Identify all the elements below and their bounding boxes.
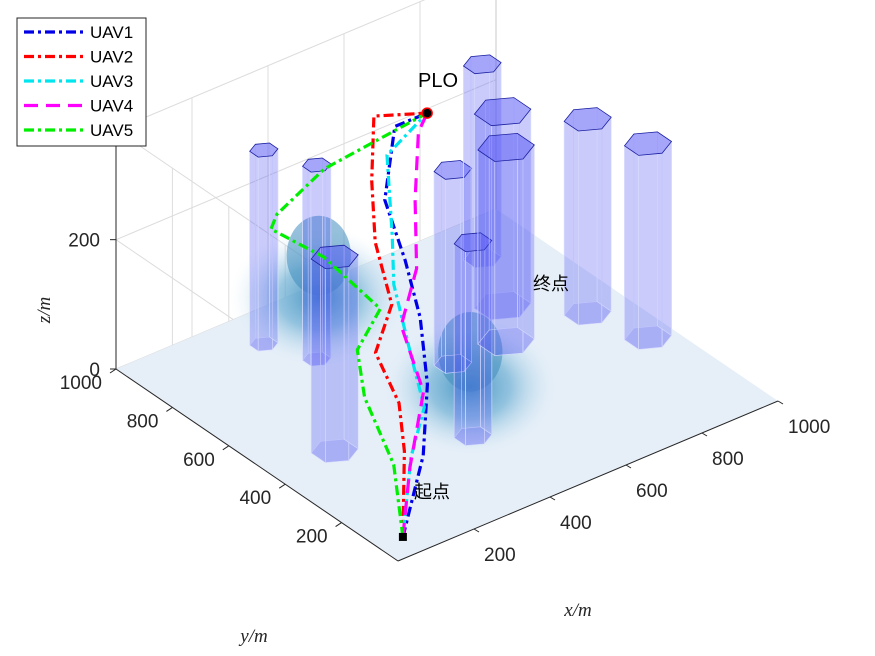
building-face	[269, 142, 279, 344]
building-obstacle	[623, 131, 673, 350]
building-obstacle	[563, 107, 612, 326]
legend-label: UAV2	[90, 48, 133, 67]
obstacles-back	[249, 142, 359, 464]
building-obstacle	[302, 157, 332, 367]
building-base	[249, 337, 278, 352]
building-top	[433, 160, 473, 180]
x-tick-label: 1000	[788, 417, 830, 438]
building-base	[302, 352, 331, 367]
end-label: 终点	[533, 274, 569, 294]
building-face	[596, 107, 612, 312]
building-base	[311, 439, 359, 463]
building-face	[477, 149, 496, 357]
y-tick-label: 600	[183, 450, 215, 471]
y-axis	[115, 368, 399, 562]
building-base	[477, 327, 535, 356]
building-obstacle	[477, 132, 535, 357]
x-tick	[549, 496, 556, 501]
x-tick-label: 800	[712, 449, 744, 470]
chart-title: PLO	[418, 70, 458, 92]
x-tick-label: 200	[484, 545, 516, 566]
building-obstacle	[249, 142, 279, 352]
z-tick-label: 0	[89, 360, 100, 381]
obstacles-front	[433, 54, 673, 447]
building-top	[473, 97, 532, 127]
x-tick	[777, 400, 784, 405]
x-axis	[397, 400, 779, 562]
axes	[109, 129, 784, 562]
building-top	[249, 142, 279, 158]
building-face	[433, 171, 446, 374]
building-obstacle	[310, 244, 359, 464]
building-top	[310, 244, 359, 270]
y-tick	[335, 522, 342, 528]
building-base	[624, 325, 672, 350]
legend-label: UAV4	[90, 97, 133, 116]
building-face	[310, 258, 326, 464]
building-obstacle	[473, 97, 532, 321]
x-tick-label: 400	[560, 513, 592, 534]
x-axis-label: x/m	[563, 600, 591, 621]
uav-path-uav2	[370, 111, 428, 537]
building-face	[517, 132, 535, 340]
uav-path-uav1	[383, 111, 429, 538]
y-tick-label: 800	[127, 411, 159, 432]
x-tick	[701, 432, 708, 437]
building-face	[249, 150, 259, 352]
y-tick-label: 400	[239, 488, 271, 509]
building-base	[564, 301, 612, 325]
building-face	[624, 145, 639, 350]
building-top	[623, 131, 673, 156]
y-tick	[166, 406, 173, 412]
y-tick-label: 1000	[60, 373, 102, 394]
y-tick	[109, 368, 117, 374]
start-end-markers	[398, 107, 433, 541]
building-base	[474, 291, 531, 320]
uav-paths	[269, 111, 429, 538]
building-top	[462, 54, 502, 75]
building-base	[454, 426, 492, 446]
building-face	[563, 120, 579, 326]
hill	[229, 226, 409, 369]
uav-path-uav5	[269, 111, 428, 538]
uav-path-uav4	[399, 112, 429, 538]
building-base	[434, 354, 472, 374]
x-tick-label: 600	[636, 481, 668, 502]
building-top	[453, 232, 493, 253]
y-tick	[222, 445, 230, 451]
y-tick	[278, 483, 286, 489]
legend-label: UAV1	[90, 23, 133, 42]
building-top	[477, 132, 535, 162]
building-face	[453, 243, 466, 447]
building-top	[563, 107, 612, 132]
legend-label: UAV5	[90, 121, 133, 140]
y-tick-label: 200	[296, 527, 328, 548]
z-tick-label: 200	[68, 231, 100, 252]
legend-label: UAV3	[90, 72, 133, 91]
end-marker	[421, 107, 433, 119]
building-obstacle	[433, 159, 473, 374]
legend: UAV1 UAV2 UAV3 UAV4 UAV5	[16, 17, 147, 147]
building-face	[657, 131, 672, 337]
x-tick	[625, 464, 632, 469]
building-face	[302, 165, 312, 367]
z-axis-label: z/m	[34, 297, 55, 324]
start-label: 起点	[414, 482, 450, 502]
x-tick	[473, 528, 480, 533]
start-marker	[398, 532, 407, 541]
y-axis-label: y/m	[238, 626, 267, 647]
